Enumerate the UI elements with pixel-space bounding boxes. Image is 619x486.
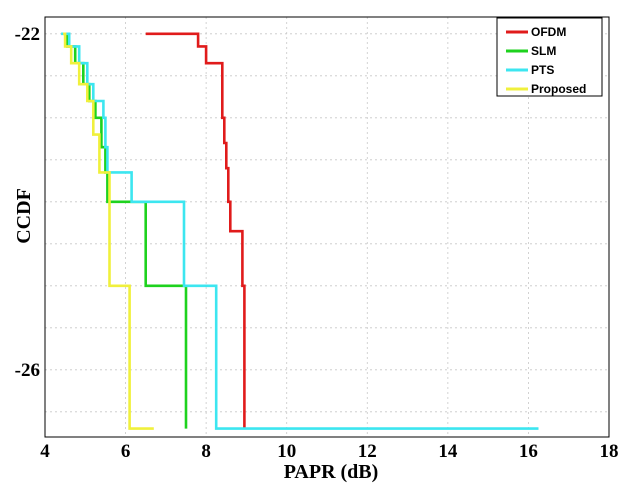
y-tick-label-0: -22 [15,24,40,45]
legend-label-ofdm: OFDM [531,25,566,39]
x-tick-label-5: 14 [438,441,458,462]
y-axis-label: CCDF [13,188,35,244]
legend: OFDM SLM PTS Proposed [496,17,603,97]
series-line-ofdm [145,32,246,429]
legend-label-pts: PTS [531,63,554,77]
x-tick-label-7: 18 [600,441,619,462]
plot-frame [44,16,610,438]
x-tick-labels: 4 6 8 10 12 14 16 18 [40,441,618,462]
y-tick-label-1: -26 [15,360,40,381]
x-axis-label: PAPR (dB) [284,461,379,483]
y-tick-labels: -22 -26 [15,24,40,381]
x-tick-label-6: 16 [519,441,538,462]
series-line-proposed [63,32,154,430]
series-lines [61,32,539,430]
x-tick-label-3: 10 [277,441,296,462]
legend-label-proposed: Proposed [531,82,586,96]
x-tick-label-4: 12 [358,441,377,462]
legend-label-slm: SLM [531,44,556,58]
legend-items: OFDM SLM PTS Proposed [506,25,586,96]
x-tick-label-1: 6 [121,441,131,462]
x-tick-label-0: 4 [40,441,50,462]
x-tick-label-2: 8 [201,441,211,462]
series-line-pts [61,32,539,430]
